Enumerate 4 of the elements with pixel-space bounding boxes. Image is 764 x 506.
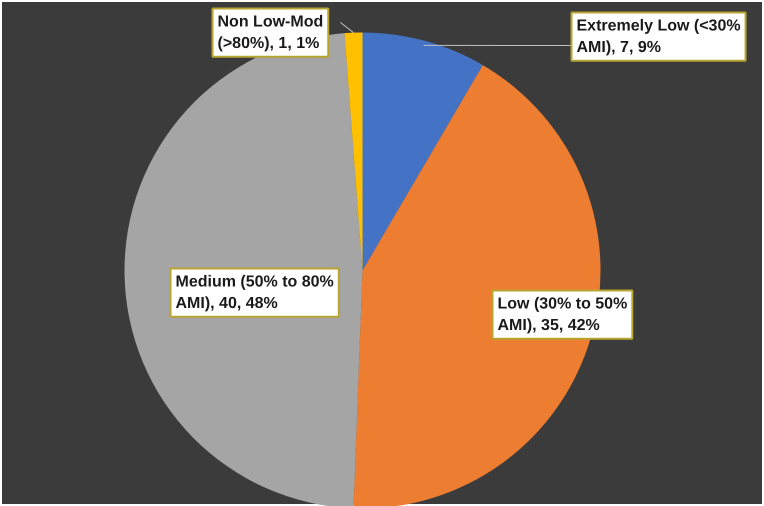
slice-label: Low (30% to 50% AMI), 35, 42% <box>498 296 628 334</box>
slice-label: Medium (50% to 80% AMI), 40, 48% <box>176 274 334 312</box>
slice-label: Non Low-Mod (>80%), 1, 1% <box>218 14 324 52</box>
slice-label: Extremely Low (<30% AMI), 7, 9% <box>576 18 741 56</box>
